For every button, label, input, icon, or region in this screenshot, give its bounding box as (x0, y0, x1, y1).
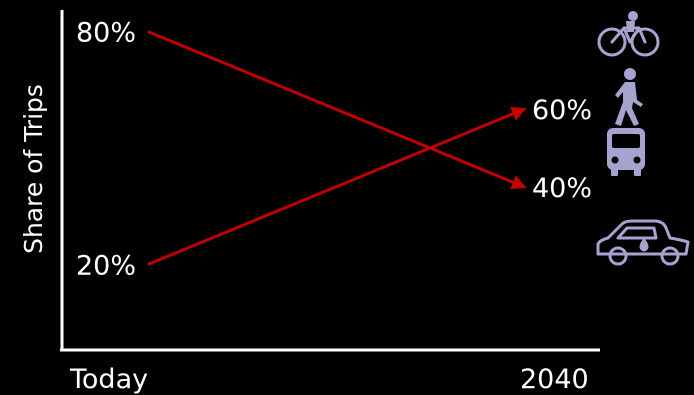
car-icon (596, 219, 690, 266)
value-label-end-1: 60% (532, 95, 592, 126)
y-axis-title: Share of Trips (19, 84, 48, 254)
value-label-start-0: 80% (76, 18, 136, 49)
series-layer: 80% 40% 20% 60% (76, 18, 592, 282)
pedestrian-icon (615, 68, 643, 126)
value-label-end-0: 40% (532, 173, 592, 204)
series-line-0 (147, 30, 527, 190)
bicycle-icon (597, 11, 660, 57)
value-label-start-1: 20% (76, 250, 136, 281)
bus-icon (607, 128, 645, 176)
x-tick-label-today: Today (69, 364, 148, 395)
x-tick-label-2040: 2040 (520, 364, 589, 395)
series-line-1 (147, 106, 527, 266)
